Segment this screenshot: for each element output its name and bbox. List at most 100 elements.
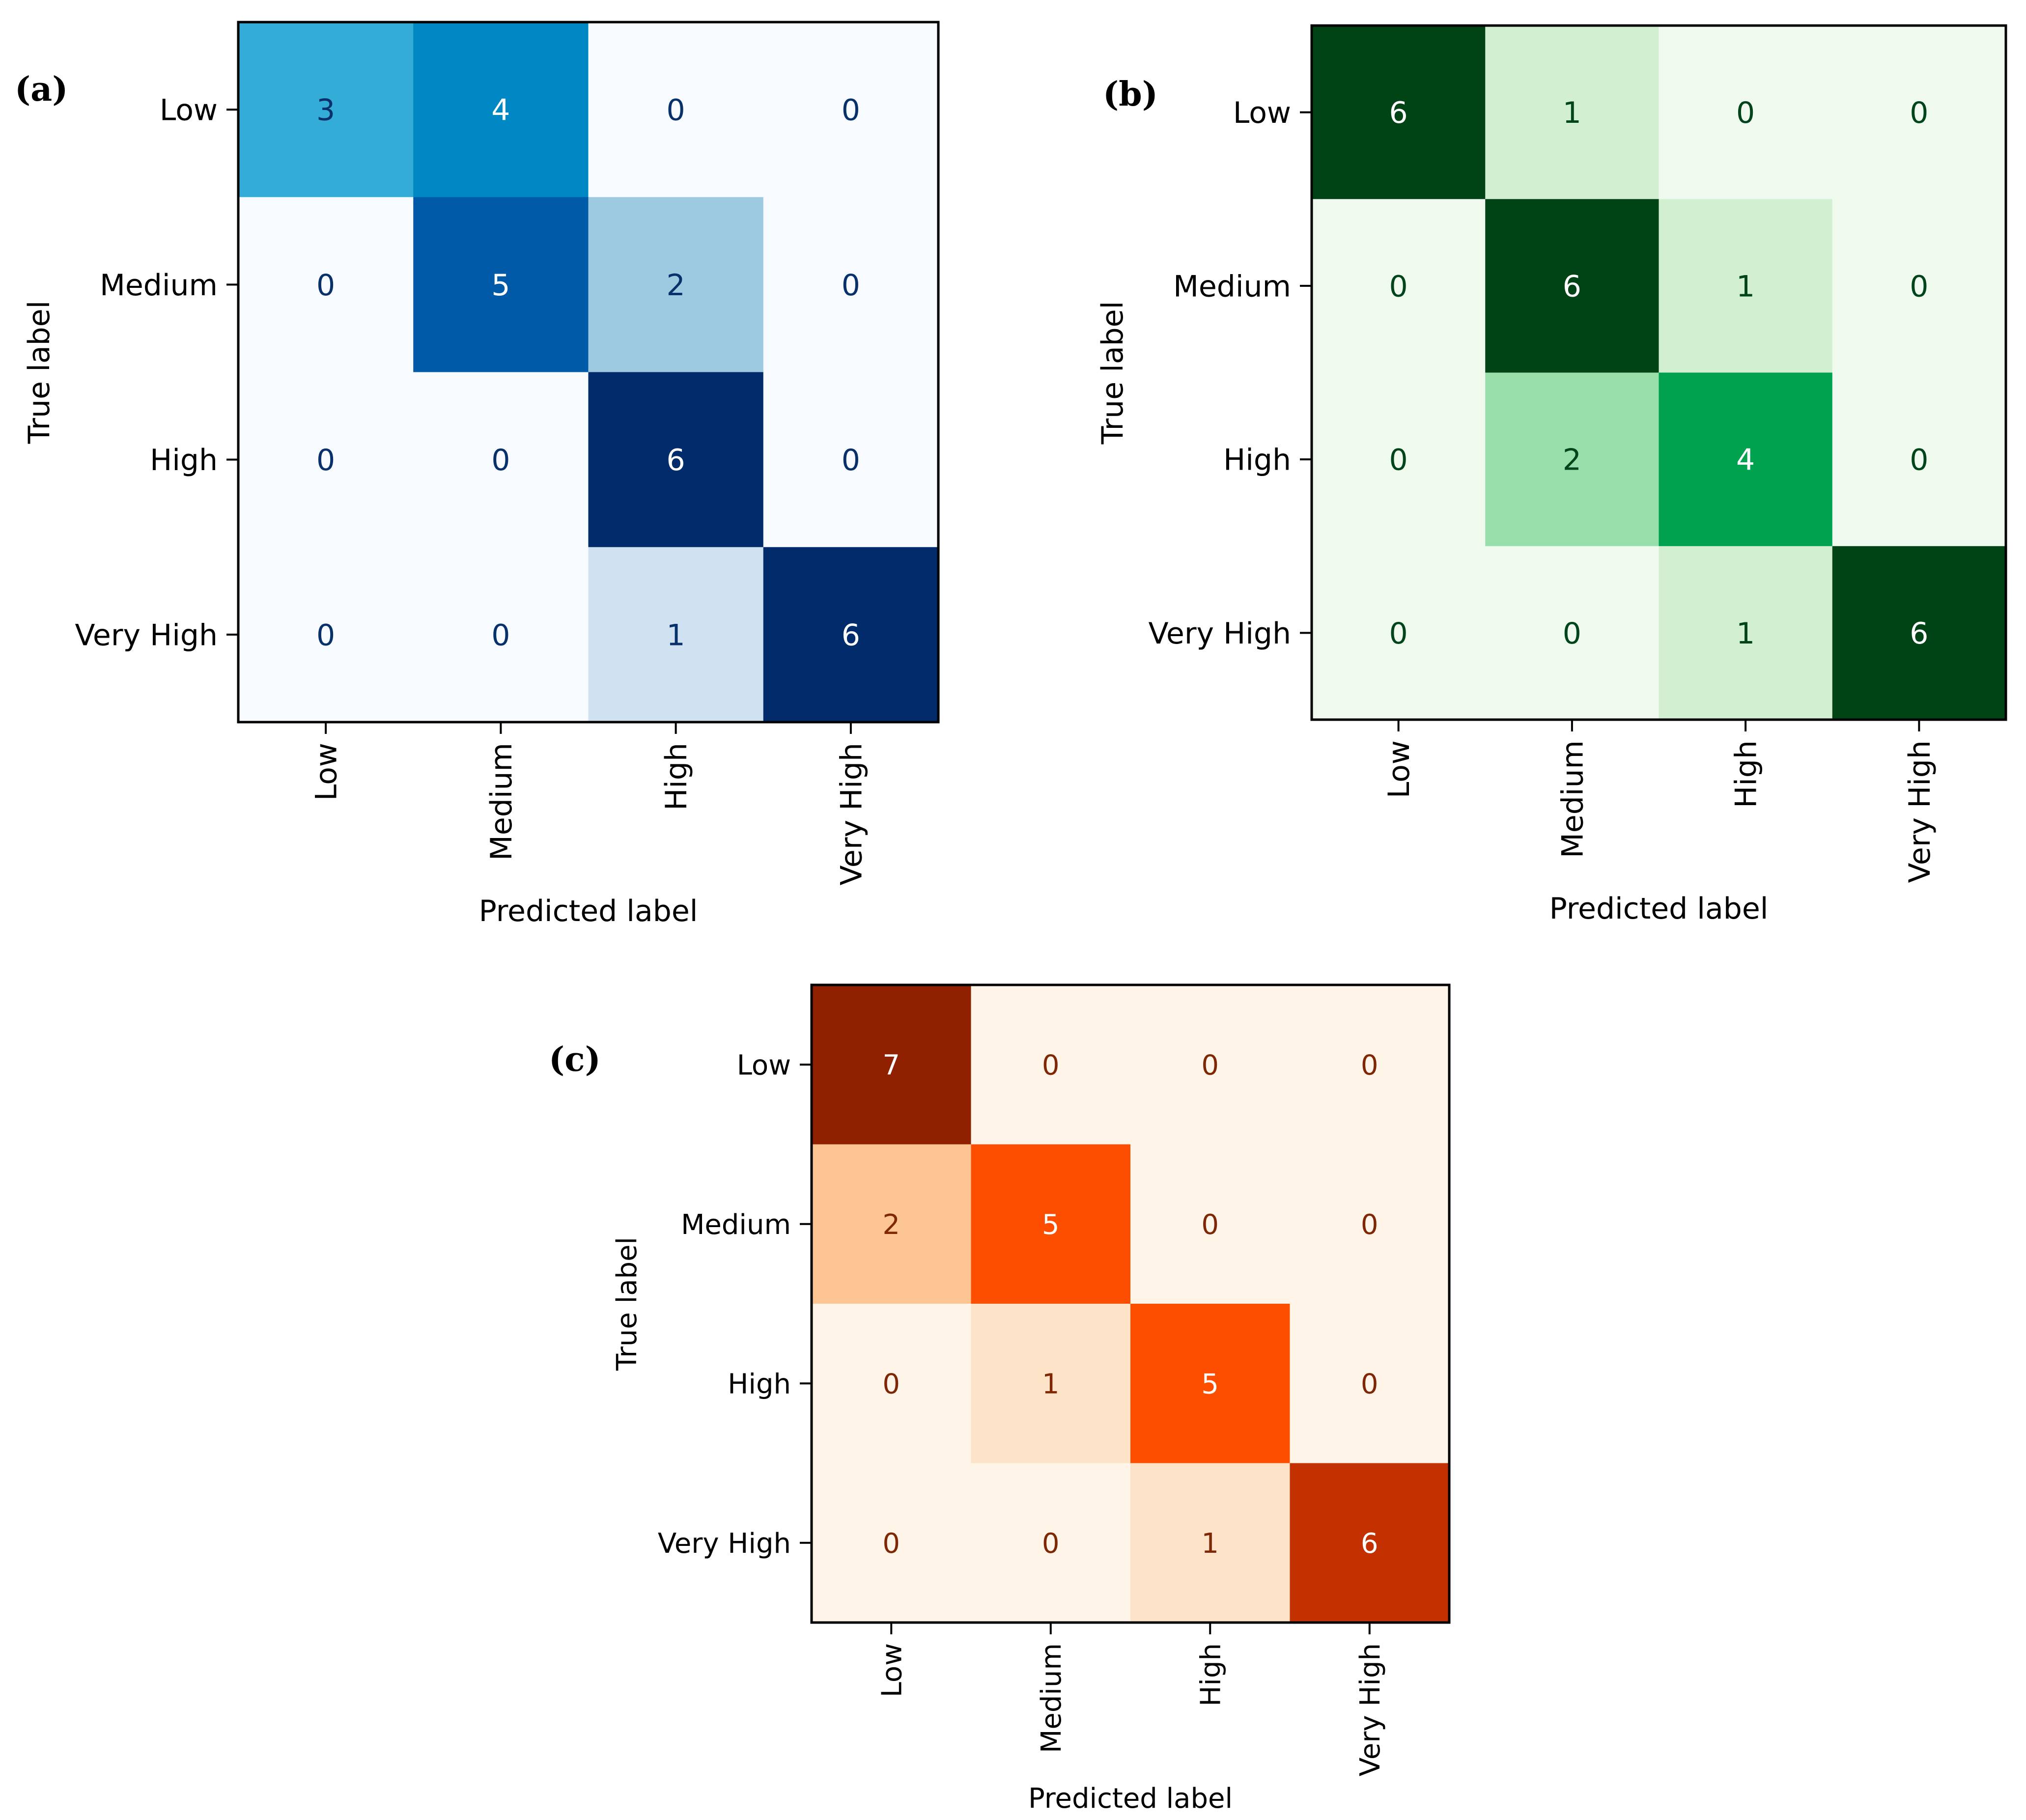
y-tick-label: Very High — [1149, 616, 1291, 651]
matrix-cell — [763, 22, 939, 197]
y-axis-title: True label — [611, 1237, 643, 1371]
matrix-cell — [971, 1463, 1131, 1623]
matrix-cell — [971, 1304, 1131, 1463]
cell-value-label: 0 — [842, 268, 860, 303]
matrix-cell — [1485, 546, 1659, 720]
cell-value-label: 1 — [1201, 1528, 1219, 1560]
cell-value-label: 7 — [882, 1049, 900, 1081]
cell-value-label: 1 — [1563, 96, 1581, 130]
cell-value-label: 6 — [842, 618, 860, 652]
x-tick-label: High — [659, 743, 694, 811]
x-tick-label: Very High — [1354, 1643, 1386, 1776]
x-tick-label: Low — [876, 1643, 908, 1697]
matrix-cell — [1659, 372, 1833, 547]
confusion-matrix-b: (b) 6 1 0 0 0 6 1 0 0 2 4 0 0 0 1 6 Low Medium High Very Hig… — [1096, 24, 2007, 926]
cell-value-label: 0 — [1563, 616, 1581, 651]
matrix-cell — [1312, 546, 1486, 720]
matrix-cell — [1130, 1144, 1290, 1304]
matrix-cell — [238, 197, 414, 372]
confusion-matrix-a: (a) 3 4 0 0 0 5 2 0 0 0 6 0 0 0 1 6 Low Medium High Very Hig… — [15, 21, 940, 928]
matrix-cell — [971, 1144, 1131, 1304]
x-tick-label: Medium — [1036, 1643, 1068, 1753]
matrix-cell — [971, 985, 1131, 1145]
y-tick-label: Medium — [1173, 269, 1291, 304]
cell-value-label: 2 — [667, 268, 685, 303]
y-tick-label: Very High — [75, 618, 218, 652]
cell-value-label: 6 — [1563, 269, 1581, 304]
matrix-cell — [1312, 372, 1486, 547]
matrix-cell — [588, 547, 764, 723]
cell-value-label: 0 — [1389, 616, 1408, 651]
cell-value-label: 6 — [667, 443, 685, 477]
matrix-cell — [1130, 1304, 1290, 1463]
y-tick-label: Low — [737, 1049, 791, 1081]
matrix-cell — [588, 22, 764, 197]
cell-value-label: 0 — [1910, 96, 1928, 130]
cell-value-label: 0 — [491, 618, 510, 652]
matrix-cell — [1312, 199, 1486, 373]
matrix-cell — [588, 372, 764, 548]
panel-label: (b) — [1103, 75, 1158, 114]
cell-value-label: 0 — [1361, 1209, 1379, 1241]
matrix-cell — [1832, 546, 2006, 720]
matrix-cell — [1832, 26, 2006, 199]
x-tick-label: Very High — [1903, 740, 1937, 883]
cell-value-label: 0 — [316, 443, 335, 477]
matrix-cell — [1290, 985, 1450, 1145]
matrix-cell — [763, 372, 939, 548]
cell-value-label: 6 — [1910, 616, 1928, 651]
y-tick-label: Low — [1233, 96, 1291, 130]
matrix-cell — [1130, 985, 1290, 1145]
cell-value-label: 0 — [1910, 269, 1928, 304]
plot-frame — [1310, 24, 2007, 721]
cell-value-label: 0 — [1042, 1049, 1060, 1081]
y-axis-title: True label — [22, 301, 56, 445]
matrix-cell — [238, 547, 414, 723]
x-tick-label: Very High — [834, 743, 869, 885]
matrix-cell — [812, 985, 971, 1145]
matrix-cell — [763, 547, 939, 723]
panel-label: (a) — [15, 70, 68, 109]
cell-value-label: 2 — [1563, 443, 1581, 477]
cell-value-label: 6 — [1389, 96, 1408, 130]
x-tick-label: Medium — [1555, 740, 1590, 858]
y-tick-label: Medium — [100, 268, 218, 303]
cell-value-label: 1 — [1736, 616, 1755, 651]
matrix-cell — [238, 22, 414, 197]
x-axis-title: Predicted label — [1549, 892, 1769, 926]
cell-value-label: 1 — [1736, 269, 1755, 304]
cell-value-label: 3 — [316, 93, 335, 128]
x-tick-label: Low — [310, 743, 344, 801]
x-tick-label: Low — [1382, 740, 1416, 798]
cell-value-label: 4 — [491, 93, 510, 128]
matrix-cell — [1832, 199, 2006, 373]
x-tick-label: Medium — [484, 743, 519, 861]
cell-value-label: 0 — [316, 268, 335, 303]
y-axis-title: True label — [1096, 301, 1130, 445]
cell-value-label: 0 — [1736, 96, 1755, 130]
matrix-cell — [238, 372, 414, 548]
plot-frame — [810, 983, 1451, 1624]
confusion-matrix-c: (c) 7 0 0 0 2 5 0 0 0 1 5 0 0 0 1 6 Low Medium High Very Hig… — [549, 983, 1451, 1815]
x-tick-label: High — [1195, 1643, 1227, 1707]
matrix-cell — [1659, 199, 1833, 373]
cell-value-label: 6 — [1361, 1528, 1379, 1560]
cell-value-label: 0 — [842, 93, 860, 128]
cell-value-label: 5 — [1201, 1368, 1219, 1400]
cell-value-label: 0 — [316, 618, 335, 652]
cell-value-label: 0 — [842, 443, 860, 477]
matrix-cell — [1659, 26, 1833, 199]
cell-value-label: 4 — [1736, 443, 1755, 477]
cell-value-label: 0 — [667, 93, 685, 128]
matrix-cell — [1659, 546, 1833, 720]
matrix-cell — [413, 547, 589, 723]
y-tick-label: Medium — [681, 1209, 791, 1241]
cell-value-label: 0 — [1910, 443, 1928, 477]
cell-value-label: 2 — [882, 1209, 900, 1241]
cell-value-label: 0 — [1042, 1528, 1060, 1560]
cell-value-label: 0 — [1389, 443, 1408, 477]
y-tick-label: High — [1223, 443, 1291, 477]
matrix-cell — [1485, 199, 1659, 373]
x-axis-title: Predicted label — [479, 894, 698, 928]
